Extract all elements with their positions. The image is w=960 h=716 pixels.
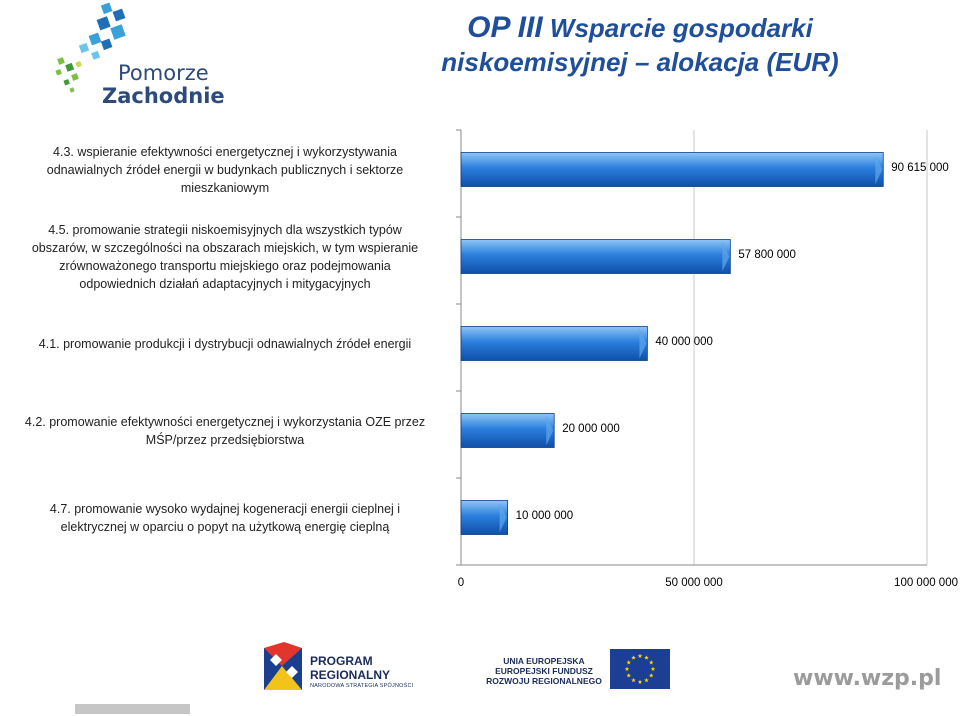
category-label-line: mieszkaniowym: [180, 180, 270, 195]
bar: [460, 239, 731, 274]
website-link[interactable]: www.wzp.pl: [793, 666, 942, 691]
category-label-line: 4.3. wspieranie efektywności energetyczn…: [53, 144, 397, 159]
eu-star: [631, 655, 636, 660]
bar-bevel: [639, 328, 647, 359]
eu-label-2: EUROPEJSKI FUNDUSZ: [495, 666, 593, 676]
category-label-line: 4.5. promowanie strategii niskoemisyjnyc…: [48, 222, 402, 237]
category-label-line: odnawialnych źródeł energii w budynkach …: [46, 162, 404, 177]
footer-decorative-bar: [75, 704, 190, 714]
category-label-line: obszarów, w szczególności na obszarach m…: [31, 240, 419, 255]
x-tick-label: 50 000 000: [665, 577, 723, 589]
category-label: 4.3. wspieranie efektywności energetyczn…: [0, 143, 450, 197]
slide-title: OP III Wsparcie gospodarki niskoemisyjne…: [360, 8, 920, 78]
program-label-3: NARODOWA STRATEGIA SPÓJNOŚCI: [310, 683, 414, 689]
bar-value-label: 90 615 000: [891, 161, 949, 174]
category-label-line: zrównoważonego transportu miejskiego ora…: [59, 258, 391, 273]
category-label-line: 4.7. promowanie wysoko wydajnej kogenera…: [49, 501, 401, 516]
category-label: 4.1. promowanie produkcji i dystrybucji …: [0, 335, 450, 353]
category-label-line: 4.1. promowanie produkcji i dystrybucji …: [38, 336, 412, 351]
pomorze-zachodnie-logo: [55, 2, 126, 93]
eu-star: [644, 677, 649, 683]
eu-star: [650, 666, 656, 671]
eu-star: [626, 673, 632, 678]
bar: [460, 152, 884, 187]
title-part-wsparcie: Wsparcie gospodarki: [542, 13, 813, 43]
title-part-op: OP III: [467, 11, 543, 44]
eu-star: [644, 655, 649, 660]
eu-label-1: UNIA EUROPEJSKA: [503, 656, 585, 666]
program-label-1: PROGRAM: [310, 654, 373, 668]
category-label: 4.5. promowanie strategii niskoemisyjnyc…: [0, 221, 450, 293]
eu-star: [637, 679, 643, 684]
category-label-line: odpowiednich działań adaptacyjnych i mit…: [79, 276, 371, 291]
bar-bevel: [875, 154, 883, 185]
bar-bevel: [722, 241, 730, 272]
category-label: 4.2. promowanie efektywności energetyczn…: [0, 413, 450, 449]
program-label-2: REGIONALNY: [310, 668, 391, 682]
eu-star: [648, 660, 654, 665]
category-label-line: 4.2. promowanie efektywności energetyczn…: [24, 414, 426, 429]
x-tick-label: 0: [457, 577, 465, 589]
title-line-2: niskoemisyjnej – alokacja (EUR): [441, 47, 839, 77]
bar-value-label: 20 000 000: [562, 422, 620, 435]
category-label-line: MŚP/przez przedsiębiorstwa: [145, 432, 305, 447]
bar: [460, 413, 555, 448]
logo-text-zachodnie: Zachodnie: [102, 84, 225, 108]
bar-value-label: 10 000 000: [515, 509, 574, 522]
program-regionalny-logo: [264, 642, 302, 690]
x-tick-label: 100 000 000: [894, 577, 958, 589]
eu-star: [648, 673, 654, 678]
eu-label-3: ROZWOJU REGIONALNEGO: [486, 676, 602, 686]
category-label: 4.7. promowanie wysoko wydajnej kogenera…: [0, 500, 450, 536]
eu-flag-icon: [610, 649, 670, 689]
bar-value-label: 57 800 000: [738, 248, 796, 261]
bar-value-label: 40 000 000: [655, 335, 713, 348]
eu-star: [624, 666, 630, 671]
category-label-line: elektrycznej w oparciu o popyt na użytko…: [60, 519, 390, 534]
bar-bevel: [499, 502, 507, 533]
logo-text-pomorze: Pomorze: [118, 61, 209, 85]
eu-star: [637, 653, 643, 658]
eu-star: [626, 660, 632, 665]
bar-bevel: [546, 415, 554, 446]
eu-star: [631, 677, 636, 683]
bar-chart-svg: [456, 129, 928, 566]
bar: [460, 326, 648, 361]
